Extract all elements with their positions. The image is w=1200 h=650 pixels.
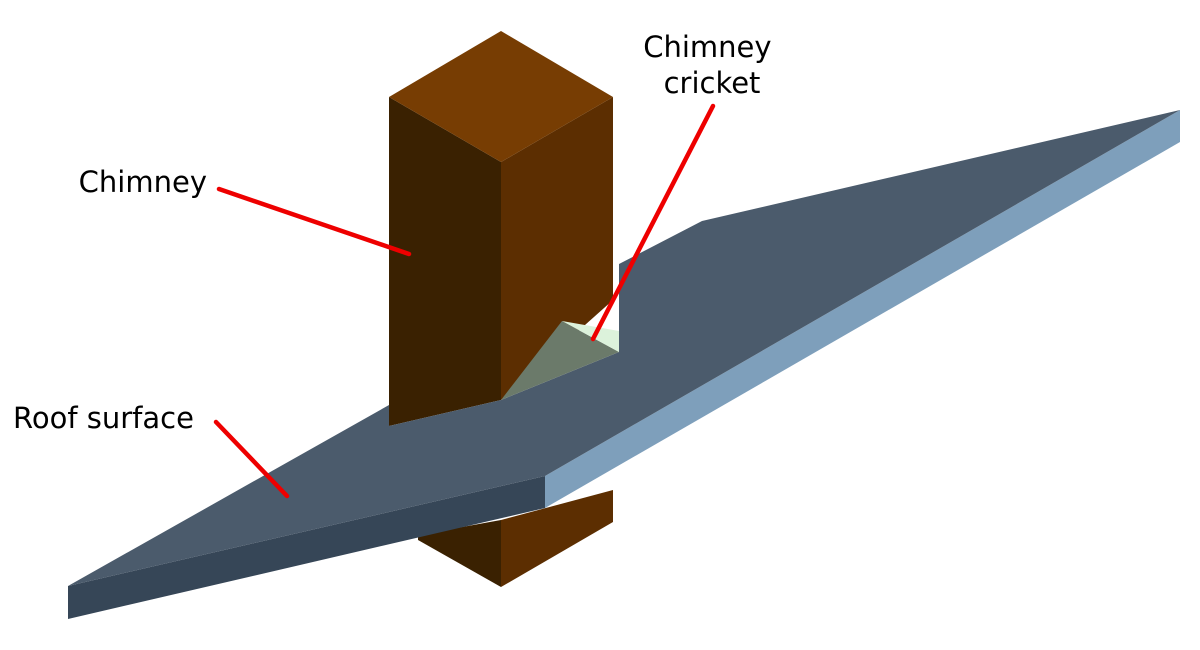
chimney-top-face xyxy=(389,31,613,162)
chimney-lower xyxy=(418,490,613,587)
roof-surface-leader-line xyxy=(213,419,290,499)
roof-front-edge xyxy=(68,476,545,619)
chimney-cricket-label: Chimney cricket xyxy=(643,30,781,100)
chimney-cricket-highlight xyxy=(562,321,619,352)
chimney-cricket-label-line2: cricket xyxy=(664,66,761,100)
chimney-leader-line xyxy=(216,186,412,257)
roof xyxy=(68,110,1180,619)
chimney-label: Chimney xyxy=(79,165,207,199)
chimney-left-face xyxy=(389,97,501,426)
chimney-lower-left-face xyxy=(418,520,501,587)
chimney-lower-right-face xyxy=(501,490,613,587)
chimney-cricket-label-line1: Chimney xyxy=(643,30,771,64)
roof-side-edge xyxy=(545,110,1180,508)
chimney-cricket xyxy=(501,321,619,400)
chimney xyxy=(389,31,613,426)
chimney-cricket-face xyxy=(501,321,619,400)
chimney-right-face xyxy=(501,97,613,400)
chimney-cricket-leader-line xyxy=(590,103,716,342)
roof-surface xyxy=(68,110,1180,586)
leader-lines xyxy=(213,103,716,499)
roof-surface-label: Roof surface xyxy=(13,401,194,435)
